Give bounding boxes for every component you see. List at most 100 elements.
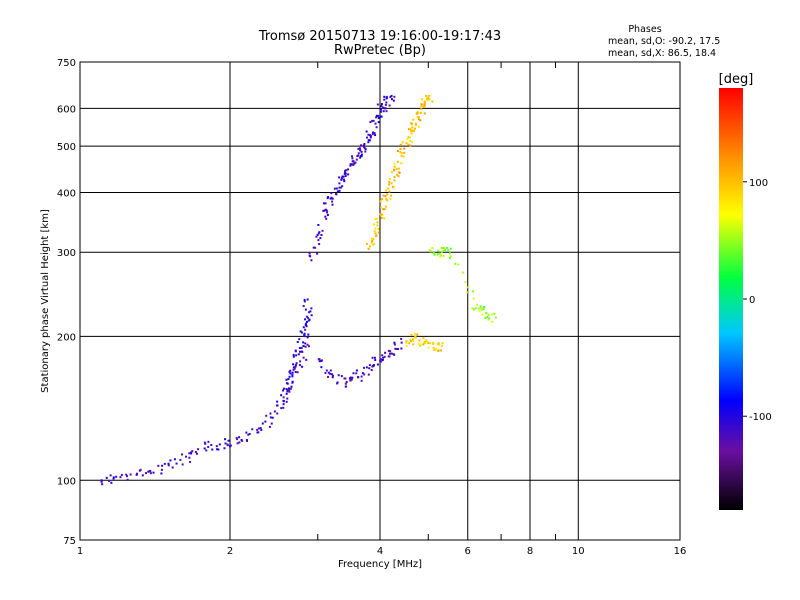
- data-point: [286, 397, 289, 400]
- data-point: [302, 356, 305, 359]
- data-point: [448, 252, 451, 255]
- data-point: [315, 235, 318, 238]
- data-point: [331, 203, 334, 206]
- data-point: [215, 445, 218, 448]
- data-point: [291, 381, 294, 384]
- data-point: [374, 232, 377, 235]
- data-point: [261, 422, 264, 425]
- data-point: [401, 141, 404, 144]
- data-point: [429, 342, 432, 345]
- data-point: [308, 311, 311, 314]
- data-point: [181, 463, 184, 466]
- data-point: [472, 297, 475, 300]
- data-point: [325, 369, 328, 372]
- data-point: [437, 349, 440, 352]
- data-point: [245, 431, 248, 434]
- data-point: [152, 471, 155, 474]
- data-point: [380, 115, 383, 118]
- data-point: [303, 333, 306, 336]
- data-point: [288, 375, 291, 378]
- data-point: [289, 372, 292, 375]
- data-point: [382, 194, 385, 197]
- data-point: [371, 119, 374, 122]
- data-point: [190, 451, 193, 454]
- data-point: [420, 103, 423, 106]
- data-point: [396, 150, 399, 153]
- data-point: [163, 462, 166, 465]
- data-point: [393, 95, 396, 98]
- data-point: [191, 450, 194, 453]
- colorbar-tick-label: 100: [749, 178, 768, 189]
- data-point: [310, 307, 313, 310]
- data-point: [357, 147, 360, 150]
- data-point: [360, 375, 363, 378]
- data-point: [108, 479, 111, 482]
- data-point: [248, 432, 251, 435]
- data-point: [236, 442, 239, 445]
- data-point: [327, 196, 330, 199]
- data-point: [447, 249, 450, 252]
- data-point: [395, 347, 398, 350]
- data-point: [410, 132, 413, 135]
- data-point: [185, 455, 188, 458]
- data-point: [371, 131, 374, 134]
- data-point: [411, 130, 414, 133]
- data-point: [247, 433, 250, 436]
- data-point: [368, 245, 371, 248]
- data-point: [366, 242, 369, 245]
- data-point: [388, 183, 391, 186]
- data-point: [305, 320, 308, 323]
- data-point: [329, 197, 332, 200]
- data-point: [380, 103, 383, 106]
- data-point: [405, 142, 408, 145]
- data-point: [427, 341, 430, 344]
- data-point: [331, 197, 334, 200]
- data-point: [385, 110, 388, 113]
- data-point: [340, 178, 343, 181]
- data-point: [382, 107, 385, 110]
- data-point: [289, 369, 292, 372]
- data-point: [411, 140, 414, 143]
- data-point: [173, 458, 176, 461]
- data-point: [371, 364, 374, 367]
- data-point: [316, 252, 319, 255]
- data-point: [410, 334, 413, 337]
- data-point: [419, 111, 422, 114]
- data-point: [377, 231, 380, 234]
- data-point: [343, 172, 346, 175]
- data-point: [380, 217, 383, 220]
- data-point: [161, 464, 164, 467]
- data-point: [493, 312, 496, 315]
- data-point: [389, 95, 392, 98]
- data-point: [414, 335, 417, 338]
- data-point: [487, 313, 490, 316]
- data-point: [476, 303, 479, 306]
- data-point: [372, 119, 375, 122]
- data-point: [280, 407, 283, 410]
- data-point: [294, 350, 297, 353]
- data-point: [326, 197, 329, 200]
- data-point: [321, 229, 324, 232]
- data-point: [373, 356, 376, 359]
- data-point: [282, 403, 285, 406]
- trace: [308, 94, 396, 262]
- data-point: [405, 341, 408, 344]
- data-point: [307, 316, 310, 319]
- data-point: [216, 448, 219, 451]
- data-point: [352, 163, 355, 166]
- data-point: [414, 127, 417, 130]
- data-point: [400, 347, 403, 350]
- data-point: [304, 345, 307, 348]
- data-point: [317, 232, 320, 235]
- data-point: [322, 202, 325, 205]
- x-tick-label: 4: [377, 546, 383, 557]
- data-point: [467, 286, 470, 289]
- data-point: [387, 187, 390, 190]
- data-point: [256, 428, 259, 431]
- data-point: [400, 337, 403, 340]
- data-point: [364, 150, 367, 153]
- phases-stats-o: mean, sd,O: -90.2, 17.5: [608, 36, 720, 47]
- data-point: [126, 475, 129, 478]
- data-point: [260, 429, 263, 432]
